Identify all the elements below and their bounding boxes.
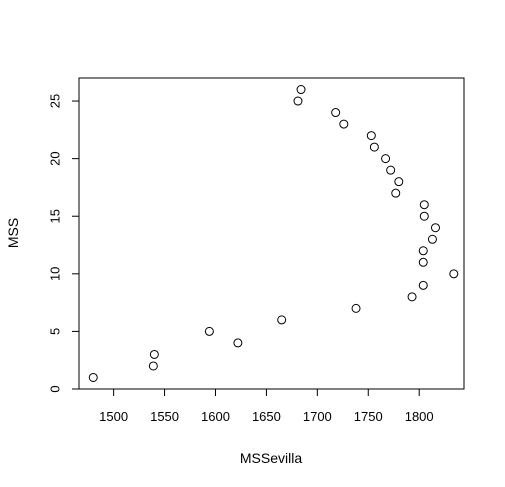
y-axis-label: MSS (5, 218, 21, 248)
data-point (418, 257, 428, 267)
y-axis: 0 5 10 15 20 25 (48, 94, 80, 393)
data-point (277, 315, 287, 325)
data-point (351, 303, 361, 313)
y-tick-label: 5 (48, 328, 63, 335)
x-axis-label: MSSevilla (240, 450, 302, 466)
data-point (394, 177, 404, 187)
data-point (386, 165, 396, 175)
x-tick-label: 1650 (252, 409, 281, 424)
data-point (419, 211, 429, 221)
y-tick-label: 0 (48, 385, 63, 392)
data-point (366, 131, 376, 141)
data-point (427, 234, 437, 244)
data-point (149, 349, 159, 359)
y-tick-label: 20 (48, 151, 63, 165)
x-tick-label: 1750 (354, 409, 383, 424)
data-point (204, 326, 214, 336)
data-point (418, 280, 428, 290)
x-axis: 1500 1550 1600 1650 1700 1750 1800 (99, 388, 434, 424)
plot-frame (78, 77, 465, 390)
x-tick-label: 1600 (201, 409, 230, 424)
data-point (88, 372, 98, 382)
x-tick-label: 1500 (99, 409, 128, 424)
data-point (148, 361, 158, 371)
data-points (88, 85, 459, 382)
data-point (369, 142, 379, 152)
data-point (381, 154, 391, 164)
data-point (430, 223, 440, 233)
data-point (418, 246, 428, 256)
data-point (293, 96, 303, 106)
data-point (419, 200, 429, 210)
y-tick-label: 25 (48, 94, 63, 108)
data-point (339, 119, 349, 129)
data-point (407, 292, 417, 302)
x-tick-label: 1800 (405, 409, 434, 424)
y-tick-label: 10 (48, 267, 63, 281)
x-tick-label: 1700 (303, 409, 332, 424)
y-tick-label: 15 (48, 209, 63, 223)
data-point (233, 338, 243, 348)
data-point (391, 188, 401, 198)
data-point (296, 85, 306, 95)
data-point (449, 269, 459, 279)
x-tick-label: 1550 (150, 409, 179, 424)
data-point (331, 108, 341, 118)
